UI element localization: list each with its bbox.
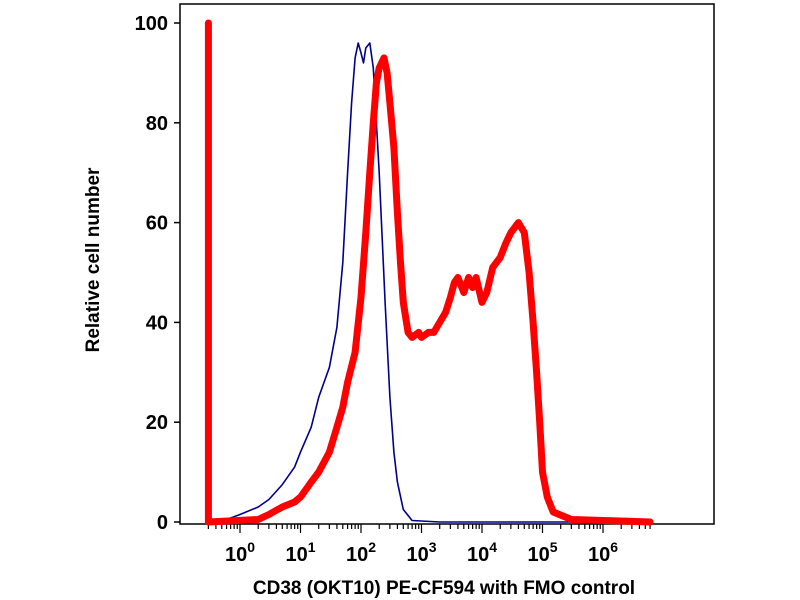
series-line-blue: [207, 22, 651, 523]
series-line-red: [204, 19, 654, 526]
x-tick-label: 101: [285, 539, 315, 566]
x-tick-labels: 100 101 102 103 104 105 106: [225, 539, 618, 566]
y-axis-title: Relative cell number: [83, 167, 104, 352]
x-tick-label: 105: [527, 539, 557, 566]
plot-axes: [174, 3, 715, 533]
y-tick-label: 20: [146, 412, 168, 434]
x-axis-title: CD38 (OKT10) PE-CF594 with FMO control: [253, 578, 635, 599]
x-tick-label: 106: [588, 539, 618, 566]
y-tick-label: 80: [146, 113, 168, 135]
y-tick-label: 60: [146, 213, 168, 235]
y-tick-labels: 0 20 40 60 80 100: [135, 13, 168, 534]
x-tick-label: 102: [346, 539, 376, 566]
y-tick-label: 100: [135, 13, 168, 35]
x-tick-label: 100: [225, 539, 255, 566]
y-tick-label: 40: [146, 312, 168, 334]
series-layer: [204, 19, 654, 526]
x-tick-label: 103: [406, 539, 436, 566]
plot-frame: [179, 3, 715, 525]
y-tick-label: 0: [157, 512, 168, 534]
x-tick-label: 104: [467, 539, 497, 566]
